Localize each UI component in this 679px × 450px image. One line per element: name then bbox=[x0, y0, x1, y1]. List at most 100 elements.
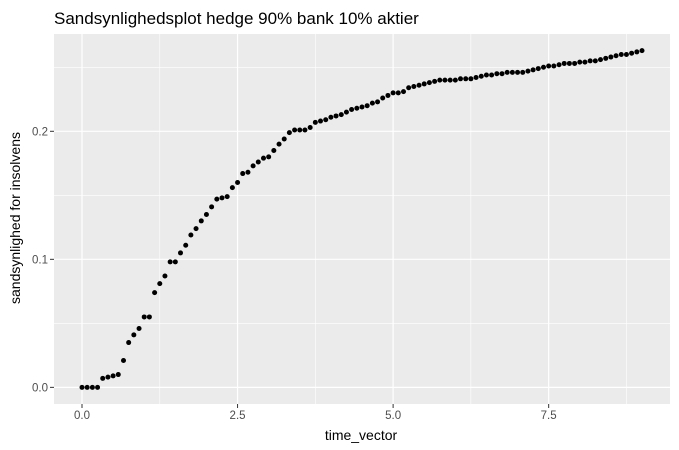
data-point bbox=[250, 163, 256, 169]
data-point bbox=[478, 73, 484, 79]
data-point bbox=[224, 194, 230, 200]
data-point bbox=[613, 53, 619, 59]
data-point bbox=[556, 62, 562, 68]
data-point bbox=[639, 48, 645, 54]
data-point bbox=[255, 159, 261, 165]
y-tick-label: 0.0 bbox=[32, 382, 48, 394]
data-point bbox=[110, 373, 116, 379]
data-point bbox=[494, 71, 500, 77]
data-point bbox=[349, 107, 355, 113]
data-points bbox=[79, 48, 645, 390]
data-point bbox=[489, 72, 495, 78]
data-point bbox=[406, 85, 412, 91]
y-tick-label: 0.1 bbox=[32, 254, 48, 266]
data-point bbox=[312, 119, 318, 125]
data-point bbox=[525, 68, 531, 74]
data-point bbox=[504, 69, 510, 75]
data-point bbox=[95, 384, 101, 390]
y-axis-title: sandsynlighed for insolvens bbox=[7, 132, 23, 304]
data-point bbox=[167, 259, 173, 265]
data-point bbox=[483, 72, 489, 78]
data-point bbox=[608, 54, 614, 60]
data-point bbox=[577, 59, 583, 65]
data-point bbox=[100, 375, 106, 381]
chart-title: Sandsynlighedsplot hedge 90% bank 10% ak… bbox=[54, 9, 419, 28]
data-point bbox=[266, 154, 272, 160]
data-point bbox=[572, 60, 578, 66]
data-point bbox=[515, 69, 521, 75]
data-point bbox=[380, 95, 386, 101]
data-point bbox=[162, 273, 168, 279]
data-point bbox=[447, 77, 453, 83]
data-point bbox=[240, 171, 246, 177]
data-point bbox=[603, 55, 609, 61]
x-axis-title: time_vector bbox=[325, 427, 398, 443]
data-point bbox=[416, 82, 422, 88]
data-point bbox=[328, 114, 334, 120]
data-point bbox=[473, 75, 479, 81]
data-point bbox=[84, 384, 90, 390]
data-point bbox=[634, 49, 640, 55]
data-point bbox=[426, 80, 432, 86]
data-point bbox=[193, 226, 199, 232]
data-point bbox=[359, 104, 365, 110]
x-tick-label: 0.0 bbox=[74, 410, 90, 422]
data-point bbox=[115, 372, 121, 378]
data-point bbox=[629, 50, 635, 56]
data-point bbox=[385, 92, 391, 98]
data-point bbox=[105, 374, 111, 380]
data-point bbox=[551, 63, 557, 69]
data-point bbox=[354, 105, 360, 111]
data-point bbox=[520, 69, 526, 75]
data-point bbox=[395, 90, 401, 96]
data-point bbox=[177, 250, 183, 256]
data-point bbox=[546, 63, 552, 69]
data-point bbox=[235, 180, 241, 186]
data-point bbox=[136, 325, 142, 331]
data-point bbox=[592, 58, 598, 64]
data-point bbox=[317, 118, 323, 124]
data-point bbox=[261, 155, 267, 161]
data-point bbox=[126, 340, 132, 346]
data-point bbox=[535, 66, 541, 72]
data-point bbox=[141, 314, 147, 320]
data-point bbox=[618, 51, 624, 57]
x-tick-label: 2.5 bbox=[230, 410, 246, 422]
data-point bbox=[297, 127, 303, 133]
x-tick-label: 5.0 bbox=[385, 410, 401, 422]
data-point bbox=[452, 77, 458, 83]
data-point bbox=[203, 212, 209, 218]
data-point bbox=[561, 60, 567, 66]
data-point bbox=[121, 357, 127, 363]
data-point bbox=[219, 195, 225, 201]
data-point bbox=[463, 76, 469, 82]
data-point bbox=[307, 124, 313, 130]
data-point bbox=[369, 100, 375, 106]
data-point bbox=[333, 113, 339, 119]
data-point bbox=[188, 232, 194, 238]
data-point bbox=[530, 67, 536, 73]
data-point bbox=[229, 185, 235, 191]
data-point bbox=[152, 290, 158, 296]
data-point bbox=[323, 117, 329, 123]
data-point bbox=[442, 77, 448, 83]
axis-ticks bbox=[50, 130, 550, 408]
data-point bbox=[541, 64, 547, 70]
data-point bbox=[183, 242, 189, 248]
plot-panel bbox=[54, 34, 670, 404]
minor-gridlines bbox=[54, 34, 670, 404]
major-gridlines bbox=[54, 34, 670, 404]
data-point bbox=[286, 130, 292, 136]
data-point bbox=[245, 169, 251, 175]
data-point bbox=[432, 78, 438, 84]
data-point bbox=[623, 51, 629, 57]
data-point bbox=[131, 332, 137, 338]
data-point bbox=[364, 103, 370, 109]
data-point bbox=[499, 71, 505, 77]
data-point bbox=[375, 99, 381, 105]
data-point bbox=[157, 281, 163, 287]
x-tick-label: 7.5 bbox=[541, 410, 557, 422]
data-point bbox=[421, 81, 427, 87]
data-point bbox=[338, 112, 344, 118]
